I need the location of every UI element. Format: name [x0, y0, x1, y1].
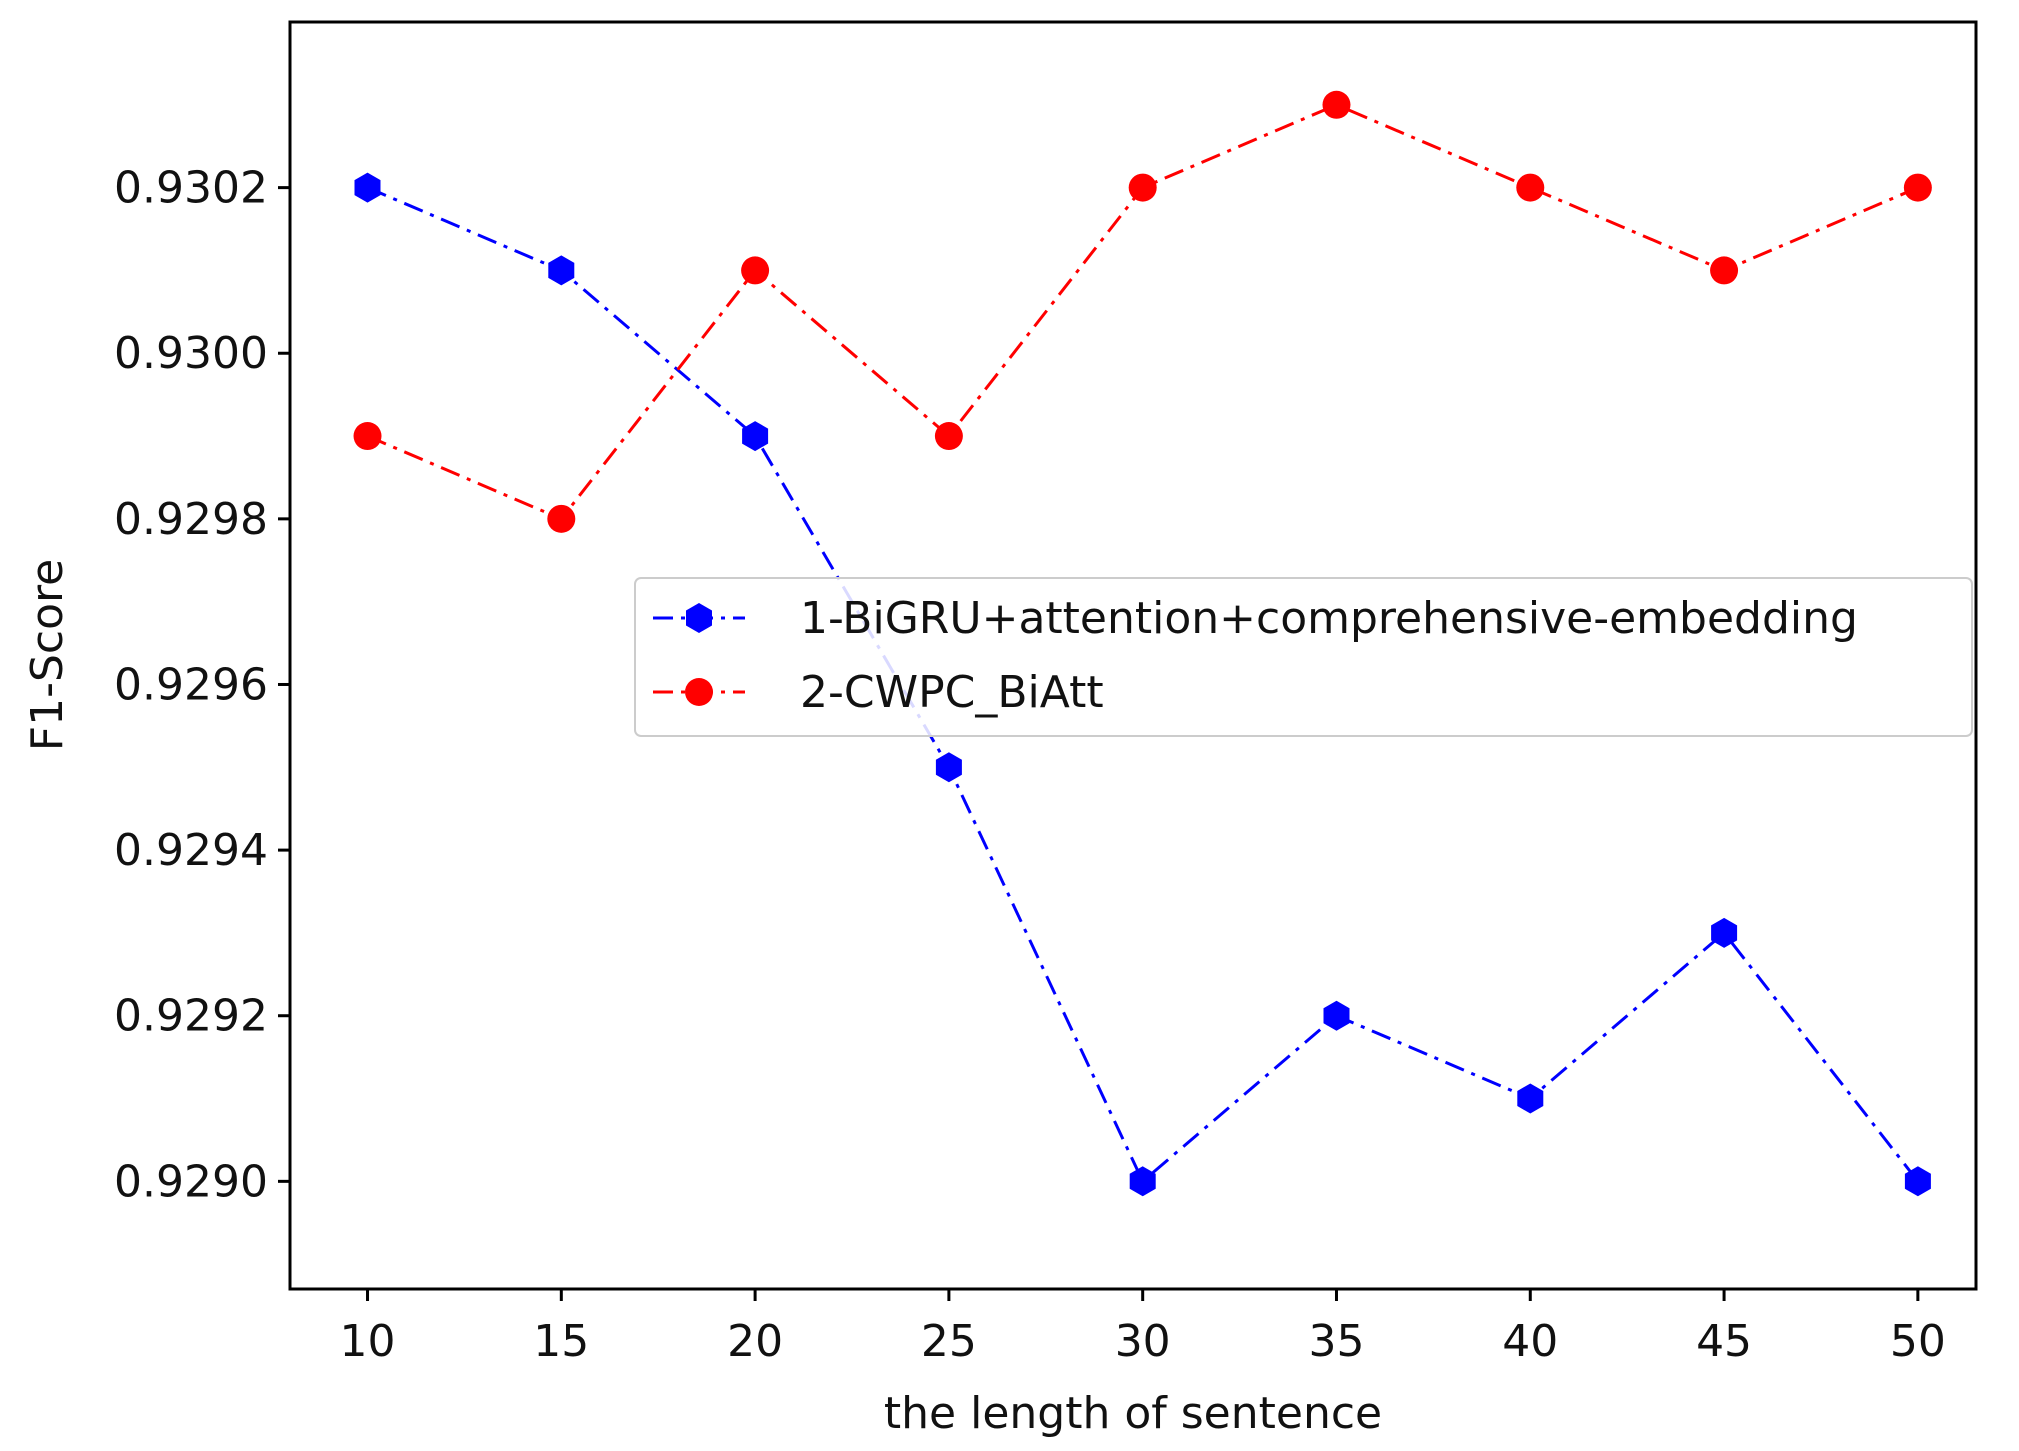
data-point-series-2 [1128, 173, 1157, 202]
x-tick-label: 15 [533, 1316, 589, 1367]
x-axis-label: the length of sentence [884, 1388, 1382, 1439]
x-tick-label: 30 [1115, 1316, 1171, 1367]
data-point-series-1 [1517, 1083, 1544, 1114]
data-point-series-2 [1903, 173, 1932, 202]
x-tick-label: 40 [1502, 1316, 1558, 1367]
x-tick-label: 45 [1696, 1316, 1752, 1367]
legend: 1-BiGRU+attention+comprehensive-embeddin… [634, 577, 1973, 737]
x-axis-ticks: 10 15 20 25 30 35 40 45 50 [340, 1289, 1946, 1367]
data-point-series-2 [934, 422, 963, 451]
y-tick-label: 0.9292 [114, 991, 268, 1042]
data-point-series-1 [742, 421, 769, 452]
data-point-series-2 [547, 504, 576, 533]
data-point-series-1 [1904, 1166, 1931, 1197]
data-point-series-1 [354, 172, 381, 203]
data-point-series-1 [935, 752, 962, 783]
x-tick-label: 35 [1308, 1316, 1364, 1367]
y-axis-label: F1-Score [22, 559, 73, 751]
y-tick-label: 0.9298 [114, 494, 268, 545]
data-point-series-2 [1710, 256, 1739, 285]
legend-box [634, 577, 1973, 737]
series-layer [353, 90, 1932, 1197]
y-tick-label: 0.9294 [114, 825, 268, 876]
legend-label-series-2: 2-CWPC_BiAtt [800, 667, 1104, 718]
series-line-1 [366, 186, 1920, 1184]
data-point-series-1 [1129, 1166, 1156, 1197]
y-tick-label: 0.9302 [114, 163, 268, 214]
legend-label-series-1: 1-BiGRU+attention+comprehensive-embeddin… [800, 593, 1858, 644]
data-point-series-2 [741, 256, 770, 285]
y-tick-label: 0.9290 [114, 1156, 268, 1207]
legend-marker-series-2 [685, 678, 713, 706]
y-tick-label: 0.9300 [114, 328, 268, 379]
data-point-series-1 [548, 255, 575, 286]
data-point-series-1 [1711, 917, 1738, 948]
data-point-series-2 [1322, 90, 1351, 119]
x-tick-label: 10 [340, 1316, 396, 1367]
x-tick-label: 50 [1890, 1316, 1946, 1367]
y-axis-ticks: 0.9290 0.9292 0.9294 0.9296 0.9298 0.9300 0.93… [114, 163, 290, 1207]
x-tick-label: 25 [921, 1316, 977, 1367]
data-point-series-2 [353, 422, 382, 451]
data-point-series-1 [1323, 1000, 1350, 1031]
x-tick-label: 20 [727, 1316, 783, 1367]
legend-marker-series-1 [686, 603, 712, 633]
data-point-series-2 [1516, 173, 1545, 202]
y-tick-label: 0.9296 [114, 659, 268, 710]
